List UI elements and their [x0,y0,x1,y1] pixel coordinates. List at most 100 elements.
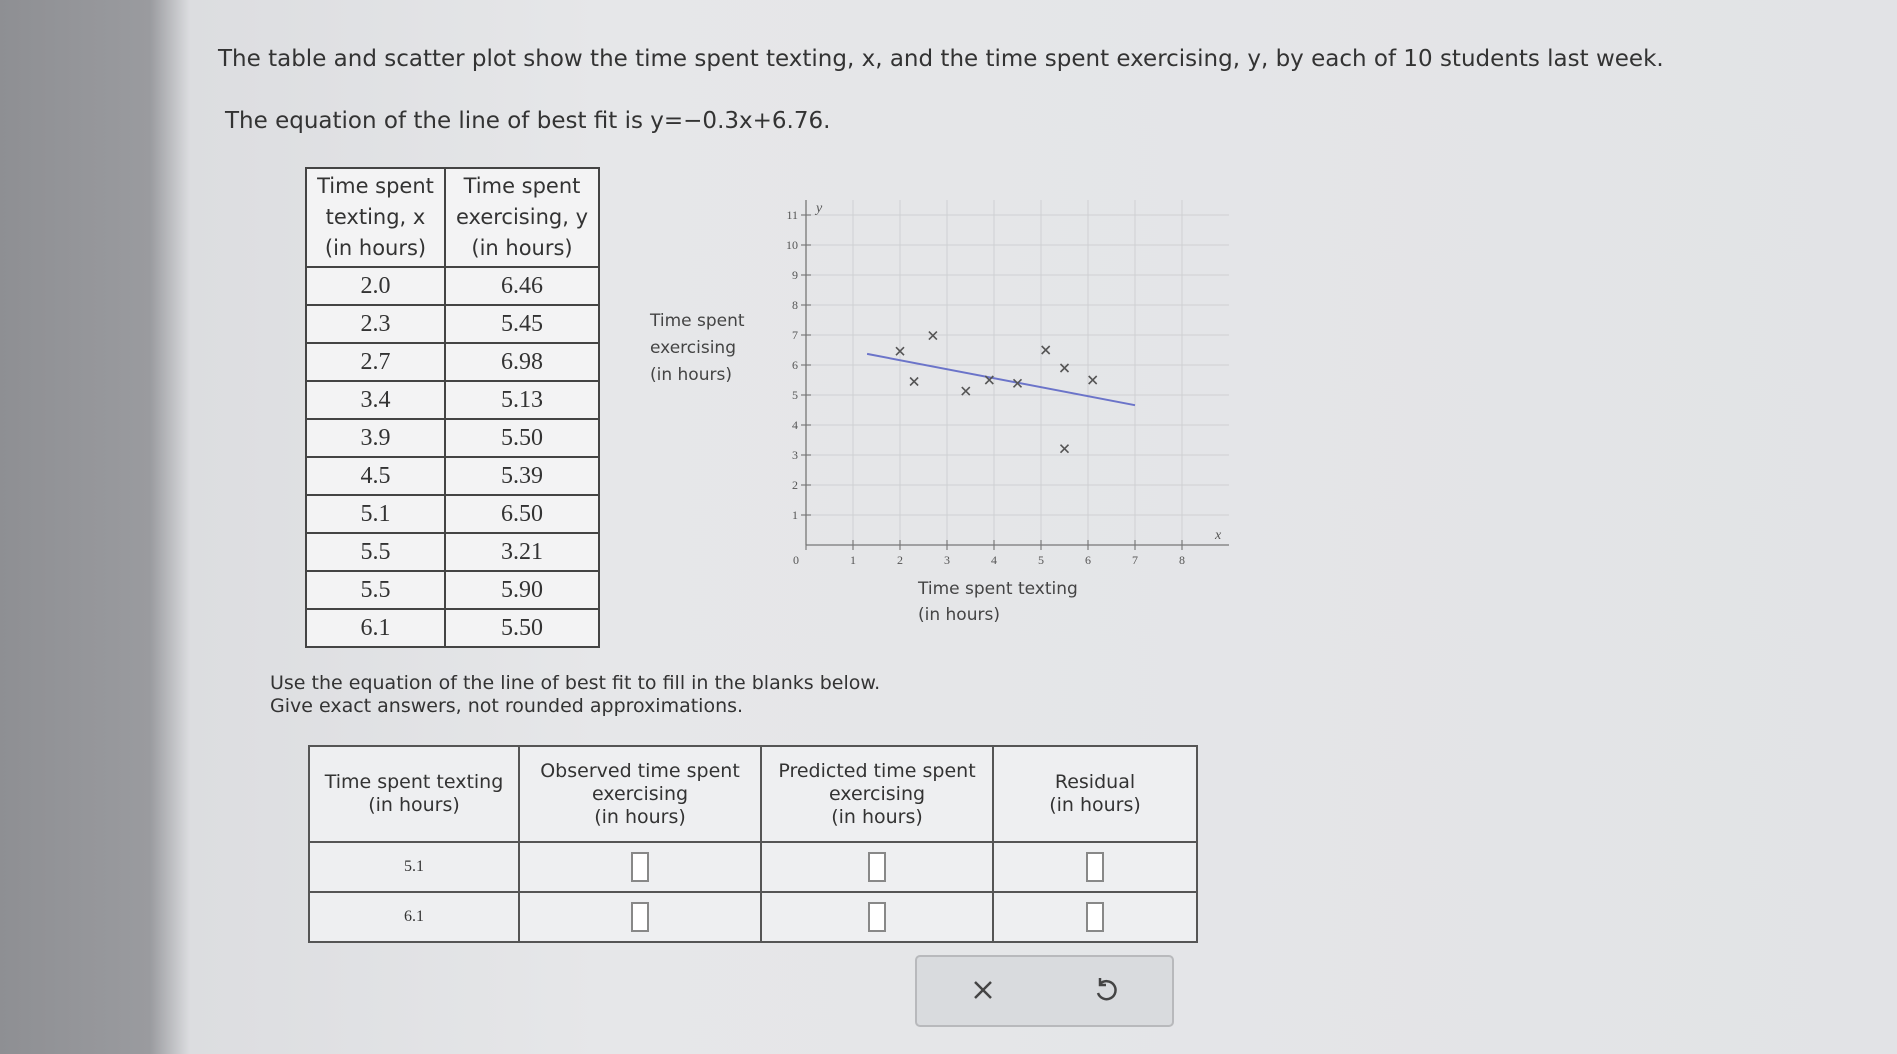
table-cell [518,891,762,943]
y-tick-label: 2 [792,478,798,492]
y-tick-label: 6 [792,358,798,372]
fit-line [866,352,1136,407]
y-tick-label: 5 [792,388,798,402]
table-cell: 3.4 [305,380,446,420]
table-cell: 5.50 [444,608,600,648]
x-tick-label: 4 [991,553,997,567]
table-row: 6.1 [308,891,1198,943]
answer-input[interactable] [868,852,886,882]
table-cell: 2.3 [305,304,446,344]
table-row: 3.4 5.13 [305,380,600,420]
header-cell: Residual (in hours) [992,745,1198,843]
y-axis-title: Time spent [649,311,745,331]
undo-icon [1098,978,1106,987]
x-tick-label: 8 [1179,553,1185,567]
table-row: 2.3 5.45 [305,304,600,344]
table-cell: 3.9 [305,418,446,458]
y-tick-label: 7 [792,328,798,342]
y-tick-label: 3 [792,448,798,462]
table-cell: 5.1 [308,841,520,893]
header-line: exercising, y [456,205,588,229]
answer-input[interactable] [1086,902,1104,932]
table-row: 5.5 3.21 [305,532,600,572]
table-cell [760,891,994,943]
header-line: Time spent [317,174,434,198]
button-panel [915,955,1174,1027]
clear-icon [974,981,992,999]
data-point [909,376,919,387]
table-cell [760,841,994,893]
header-cell: Observed time spent exercising (in hours) [518,745,762,843]
data-point [1041,345,1051,355]
data-point [1088,375,1098,385]
table-cell: 5.50 [444,418,600,458]
table-cell: 2.7 [305,342,446,382]
table-row: 5.5 5.90 [305,570,600,610]
table-cell [518,841,762,893]
y-tick-label: 8 [792,298,798,312]
table-cell: 6.1 [305,608,446,648]
answer-input[interactable] [631,852,649,882]
header-line: texting, x [325,205,426,229]
table-cell: 6.46 [444,266,600,306]
instruction-line: Give exact answers, not rounded approxim… [270,695,744,717]
table-cell: 5.45 [444,304,600,344]
y-tick-label: 4 [792,418,798,432]
data-point [1059,363,1070,373]
x-tick-label: 1 [850,553,856,567]
header-line: exercising [828,782,926,805]
data-point [1012,378,1023,388]
undo-button[interactable] [1091,975,1121,1005]
data-point [928,331,938,341]
header-cell: Time spent texting (in hours) [308,745,520,843]
x-axis-title: Time spent texting [917,579,1078,599]
y-variable: y [814,201,823,216]
table-cell: 5.39 [444,456,600,496]
x-axis-title: (in hours) [918,605,1000,625]
table-row: 2.7 6.98 [305,342,600,382]
x-tick-label: 7 [1132,553,1138,567]
x-tick-label: 3 [944,553,950,567]
x-tick-label: 0 [793,553,799,567]
x-tick-label: 6 [1085,553,1091,567]
header-line: Time spent [463,174,581,198]
undo-icon [1096,979,1117,1001]
clear-button[interactable] [969,976,997,1004]
answer-input[interactable] [868,902,886,932]
table-row: 5.1 6.50 [305,494,600,534]
table-cell: 4.5 [305,456,446,496]
header-line: Observed time spent [540,759,740,782]
scatter-chart: 0 1 2 3 4 5 6 7 8 1 2 3 4 5 6 7 8 9 10 11 y x Time spent exerci… [649,200,1229,625]
y-tick-label: 1 [792,508,798,522]
table-cell: 5.90 [444,570,600,610]
answer-input[interactable] [631,902,649,932]
y-axis-title: exercising [650,338,736,358]
table-row: 3.9 5.50 [305,418,600,458]
table-cell: 5.5 [305,570,446,610]
equation-text: The equation of the line of best fit is … [225,108,831,134]
answer-table: Time spent texting (in hours) Observed tim… [308,745,1198,943]
table-cell: 6.98 [444,342,600,382]
header-cell: Predicted time spent exercising (in hours) [760,745,994,843]
header-cell: Time spent texting, x (in hours) [305,167,446,268]
table-cell: 2.0 [305,266,446,306]
data-point [984,375,994,385]
header-line: (in hours) [324,236,427,260]
header-line: Predicted time spent [778,759,976,782]
header-line: exercising [591,782,689,805]
table-cell: 6.1 [308,891,520,943]
intro-text: The table and scatter plot show the time… [218,46,1664,72]
header-line: (in hours) [1049,794,1141,816]
header-cell: Time spent exercising, y (in hours) [444,167,600,268]
table-cell: 5.1 [305,494,446,534]
x-tick-label: 2 [897,553,903,567]
x-variable: x [1214,528,1222,543]
answer-input[interactable] [1086,852,1104,882]
table-cell: 3.21 [444,532,600,572]
table-cell [992,891,1198,943]
instructions: Use the equation of the line of best fit… [270,672,880,718]
y-tick-label: 9 [792,268,798,282]
header-line: Time spent texting [324,771,504,793]
table-cell: 5.5 [305,532,446,572]
